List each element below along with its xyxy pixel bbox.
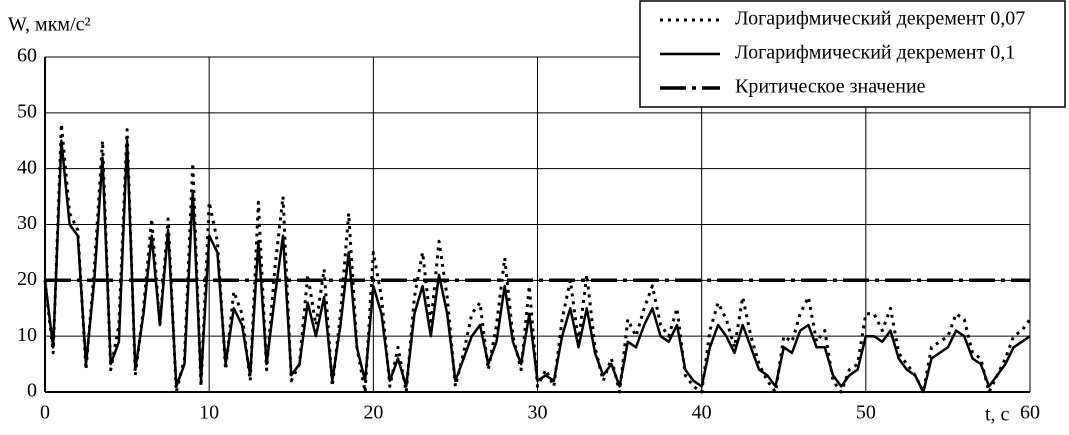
series-line [43, 122, 1032, 394]
x-axis-label: t, с [985, 404, 1010, 426]
y-tick-label: 50 [17, 100, 37, 122]
x-tick-label: 10 [199, 402, 219, 424]
x-tick-label: 50 [856, 402, 876, 424]
x-tick-label: 40 [692, 402, 712, 424]
x-tick-label: 20 [363, 402, 383, 424]
y-tick-label: 60 [17, 45, 37, 67]
y-tick-label: 10 [17, 324, 37, 346]
y-tick-label: 20 [17, 268, 37, 290]
x-tick-label: 60 [1020, 402, 1040, 424]
x-tick-label: 0 [40, 402, 50, 424]
y-tick-label: 30 [17, 212, 37, 234]
legend-label: Логарифмический декремент 0,07 [735, 8, 1025, 30]
y-tick-label: 0 [27, 380, 37, 402]
y-axis-label: W, мкм/с² [8, 14, 91, 36]
legend-label: Критическое значение [735, 76, 926, 98]
y-tick-label: 40 [17, 156, 37, 178]
series-line [43, 139, 1031, 394]
legend-label: Логарифмический декремент 0,1 [735, 42, 1015, 64]
x-tick-label: 30 [528, 402, 548, 424]
